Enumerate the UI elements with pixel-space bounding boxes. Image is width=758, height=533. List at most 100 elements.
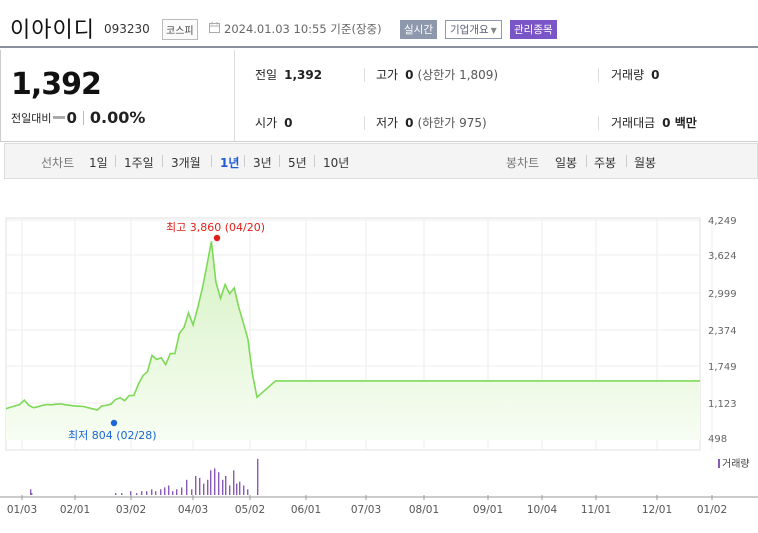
title-bar: 이아이디 093230 코스피 2024.01.03 10:55 기준(장중) … (0, 0, 758, 48)
timestamp: 2024.01.03 10:55 기준(장중) (224, 22, 382, 36)
volume-bars (30, 458, 259, 495)
price-summary: 1,392 전일대비 0 0.00% (0, 50, 234, 142)
volume-bar (229, 485, 231, 495)
stat-label: 고가 (376, 68, 399, 82)
tab-1d[interactable]: 1일 (89, 156, 108, 170)
realtime-button[interactable]: 실시간 (400, 20, 437, 39)
volume-bar (225, 476, 227, 495)
date-axis: 01/03 02/01 03/02 04/03 05/02 06/01 07/03 08/01… (0, 495, 758, 516)
date-tick-label: 06/01 (291, 504, 321, 516)
volume-bar (121, 493, 123, 495)
stat-value: 0 (284, 115, 293, 130)
volume-bar (30, 489, 32, 495)
volume-bar (136, 493, 138, 495)
price-tick-label: 2,999 (708, 289, 737, 300)
volume-bar (218, 472, 220, 495)
divider (244, 155, 245, 167)
stat-value: 0 (405, 115, 414, 130)
volume-bar (160, 489, 162, 495)
volume-bar (164, 487, 166, 495)
stat-label: 거래대금 (611, 116, 656, 130)
date-tick-label: 08/01 (409, 504, 439, 516)
tab-monthly[interactable]: 월봉 (634, 156, 657, 170)
tab-3m[interactable]: 3개월 (171, 156, 201, 170)
divider (115, 155, 116, 167)
volume-bar (186, 479, 188, 495)
price-tick-label: 2,374 (708, 326, 737, 337)
change-value: 0 (66, 108, 77, 127)
high-annotation: 최고 3,860 (04/20) (166, 221, 265, 234)
volume-bar (239, 481, 241, 495)
price-line (5, 241, 700, 411)
volume-bar (199, 477, 201, 495)
divider (162, 155, 163, 167)
volume-bar (115, 493, 117, 495)
high-marker (213, 234, 221, 242)
divider (211, 155, 212, 167)
stat-value: 0 (651, 67, 660, 82)
tab-1w[interactable]: 1주일 (124, 156, 154, 170)
volume-bar (130, 491, 132, 495)
price-tick-label: 1,749 (708, 362, 737, 373)
divider (314, 155, 315, 167)
current-price: 1,392 (11, 67, 102, 102)
volume-bar (181, 487, 183, 495)
stat-open: 시가 0 (255, 114, 292, 131)
unchanged-icon (53, 116, 66, 119)
volume-bar (155, 491, 157, 495)
calendar-icon (209, 22, 220, 33)
volume-bar (207, 479, 209, 495)
volume-bar (203, 483, 205, 495)
stat-low: 저가 0 (하한가 975) (376, 114, 487, 131)
divider (598, 116, 599, 130)
date-tick-label: 03/02 (116, 504, 146, 516)
company-info-dropdown[interactable]: 기업개요 ▼ (445, 20, 502, 39)
candle-chart-label: 봉차트 (506, 156, 540, 170)
divider (598, 68, 599, 82)
company-info-label: 기업개요 (450, 24, 489, 36)
stat-prev: 전일 1,392 (255, 66, 322, 83)
volume-bar (146, 491, 148, 495)
stat-label: 전일 (255, 68, 278, 82)
volume-bar (195, 476, 197, 495)
divider (279, 155, 280, 167)
divider (364, 116, 365, 130)
price-tick-label: 1,123 (708, 399, 737, 410)
date-tick-label: 09/01 (473, 504, 503, 516)
volume-bar (236, 483, 238, 495)
date-tick-label: 01/02 (697, 504, 727, 516)
stats-grid: 전일 1,392 고가 0 (상한가 1,809) 거래량 0 시가 0 저가 0 (하한가 … (234, 50, 758, 142)
change-row: 전일대비 0 0.00% (11, 108, 145, 127)
volume-bar (210, 470, 212, 495)
volume-bar (172, 491, 174, 495)
price-axis: 4,249 3,624 2,999 2,374 1,749 1,123 498 (708, 216, 737, 445)
volume-bar (168, 485, 170, 495)
low-annotation: 최저 804 (02/28) (68, 429, 157, 442)
tab-weekly[interactable]: 주봉 (594, 156, 617, 170)
low-marker (110, 419, 118, 427)
volume-bar (243, 485, 245, 495)
date-tick-label: 12/01 (642, 504, 672, 516)
tab-5y[interactable]: 5년 (288, 156, 307, 170)
tab-3y[interactable]: 3년 (253, 156, 272, 170)
tab-daily[interactable]: 일봉 (555, 156, 578, 170)
volume-bar (176, 489, 178, 495)
price-chart: 4,249 3,624 2,999 2,374 1,749 1,123 498 최고 3,8… (0, 216, 758, 516)
admin-stock-badge[interactable]: 관리종목 (510, 20, 557, 39)
extreme-markers: 최고 3,860 (04/20) 최저 804 (02/28) (68, 221, 265, 442)
stat-label: 거래량 (611, 68, 645, 82)
stat-high: 고가 0 (상한가 1,809) (376, 66, 498, 83)
tab-1y[interactable]: 1년 (220, 156, 240, 170)
divider (586, 155, 587, 167)
date-tick-label: 04/03 (178, 504, 208, 516)
divider (364, 68, 365, 82)
divider (82, 110, 84, 125)
volume-legend: 거래량 (722, 458, 750, 470)
market-badge: 코스피 (162, 19, 198, 40)
date-tick-label: 02/01 (60, 504, 90, 516)
date-tick-label: 05/02 (235, 504, 265, 516)
tab-10y[interactable]: 10년 (323, 156, 350, 170)
upper-limit: (상한가 1,809) (417, 68, 499, 82)
date-tick-label: 01/03 (7, 504, 37, 516)
divider (626, 155, 627, 167)
